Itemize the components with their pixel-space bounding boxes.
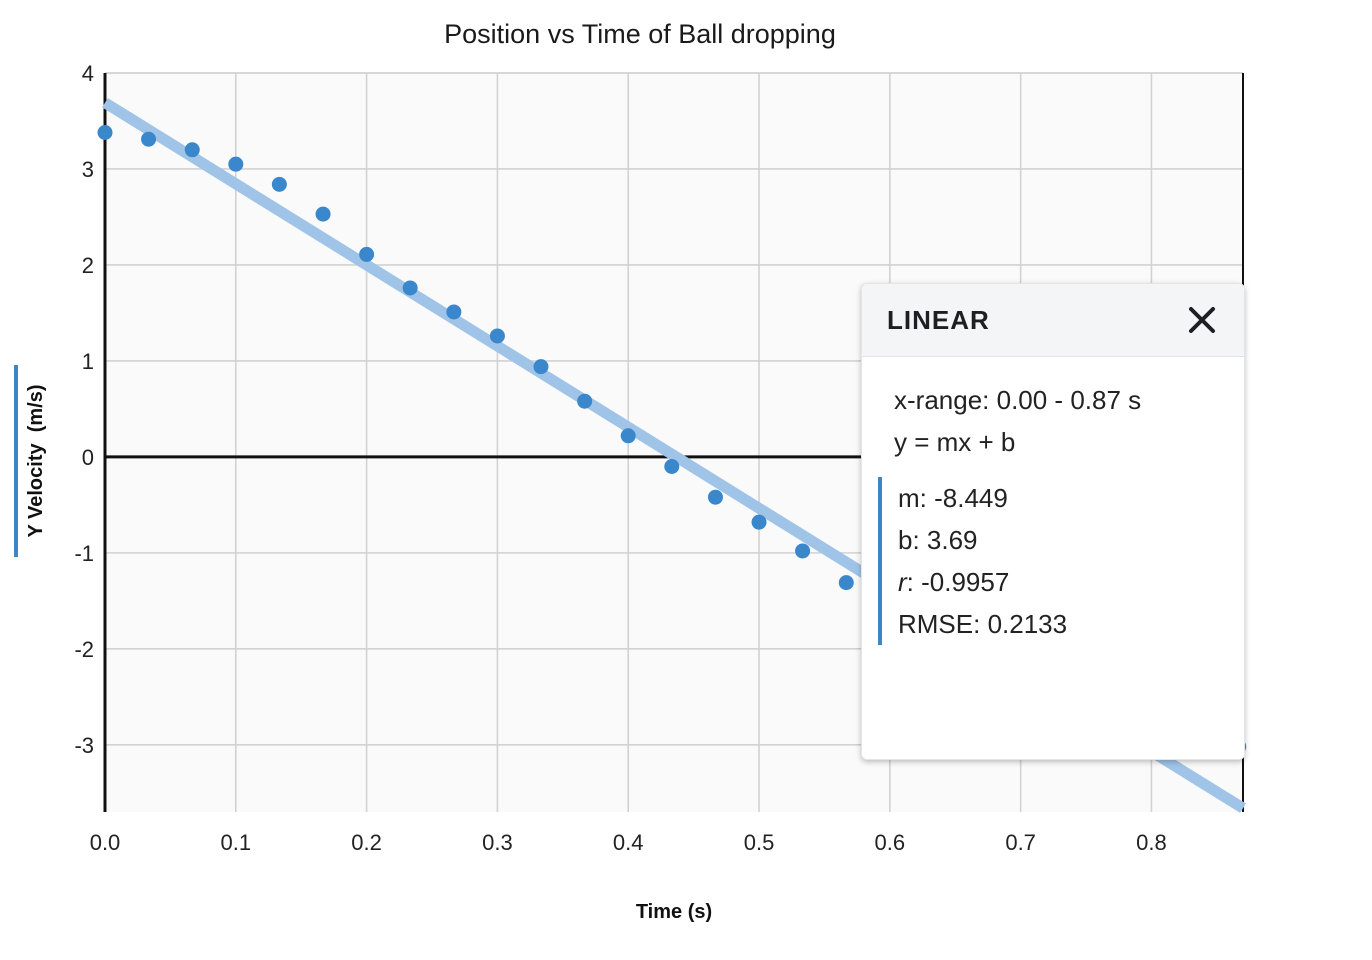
fit-rmse: RMSE: 0.2133 (898, 609, 1068, 639)
x-tick-label-0: 0.0 (90, 830, 121, 855)
x-tick-label-7: 0.7 (1005, 830, 1036, 855)
y-tick-label-6: -2 (74, 637, 94, 662)
y-tick-label-4: 0 (82, 445, 94, 470)
y-tick-labels: 4 3 2 1 0 -1 -2 -3 (74, 61, 94, 758)
x-tick-label-3: 0.3 (482, 830, 513, 855)
data-point-17 (838, 575, 854, 591)
data-point-1 (141, 131, 157, 147)
x-tick-label-4: 0.4 (613, 830, 644, 855)
fit-panel-body: x-range: 0.00 - 0.87 s y = mx + b m: -8.… (862, 357, 1244, 645)
data-point-11 (577, 393, 593, 409)
data-point-10 (533, 359, 549, 375)
y-tick-label-3: 1 (82, 349, 94, 374)
fit-panel-title: LINEAR (887, 304, 990, 335)
fit-slope: m: -8.449 (898, 483, 1008, 513)
x-tick-label-1: 0.1 (221, 830, 252, 855)
y-tick-label-2: 2 (82, 253, 94, 278)
y-tick-label-0: 4 (82, 61, 94, 86)
x-tick-labels: 0.0 0.1 0.2 0.3 0.4 0.5 0.6 0.7 0.8 (90, 830, 1167, 855)
y-tick-label-5: -1 (74, 541, 94, 566)
fit-correlation: r: -0.9957 (898, 561, 1212, 603)
fit-correlation-key: r (898, 567, 907, 597)
data-point-3 (228, 156, 244, 172)
fit-x-range: x-range: 0.00 - 0.87 s (894, 385, 1142, 415)
data-point-7 (402, 280, 418, 296)
x-axis-title: Time (s) (636, 901, 712, 923)
linear-fit-panel: LINEAR x-range: 0.00 - 0.87 s y = mx + b… (861, 283, 1245, 760)
data-point-13 (664, 458, 680, 474)
y-tick-label-1: 3 (82, 157, 94, 182)
x-tick-label-8: 0.8 (1136, 830, 1167, 855)
close-icon (1189, 307, 1215, 333)
chart-title: Position vs Time of Ball dropping (444, 19, 836, 49)
x-tick-label-5: 0.5 (744, 830, 775, 855)
x-tick-label-2: 0.2 (351, 830, 382, 855)
data-point-16 (795, 543, 811, 559)
data-point-14 (707, 489, 723, 505)
x-tick-label-6: 0.6 (875, 830, 906, 855)
fit-parameters: m: -8.449 b: 3.69 r: -0.9957 RMSE: 0.213… (878, 477, 1212, 645)
fit-intercept: b: 3.69 (898, 525, 978, 555)
fit-equation: y = mx + b (894, 427, 1016, 457)
data-point-15 (751, 514, 767, 530)
close-button[interactable] (1185, 303, 1219, 337)
fit-panel-header: LINEAR (862, 284, 1244, 357)
data-point-9 (489, 328, 505, 344)
y-tick-label-7: -3 (74, 733, 94, 758)
data-point-5 (315, 206, 331, 222)
data-point-6 (359, 246, 375, 262)
data-point-8 (446, 304, 462, 320)
data-point-12 (620, 428, 636, 444)
data-points (97, 125, 1247, 755)
data-point-2 (184, 142, 200, 158)
fit-correlation-value: : -0.9957 (906, 567, 1010, 597)
data-point-4 (271, 176, 287, 192)
data-point-0 (97, 125, 113, 141)
y-axis-title: Y Velocity (m/s) (25, 384, 47, 537)
